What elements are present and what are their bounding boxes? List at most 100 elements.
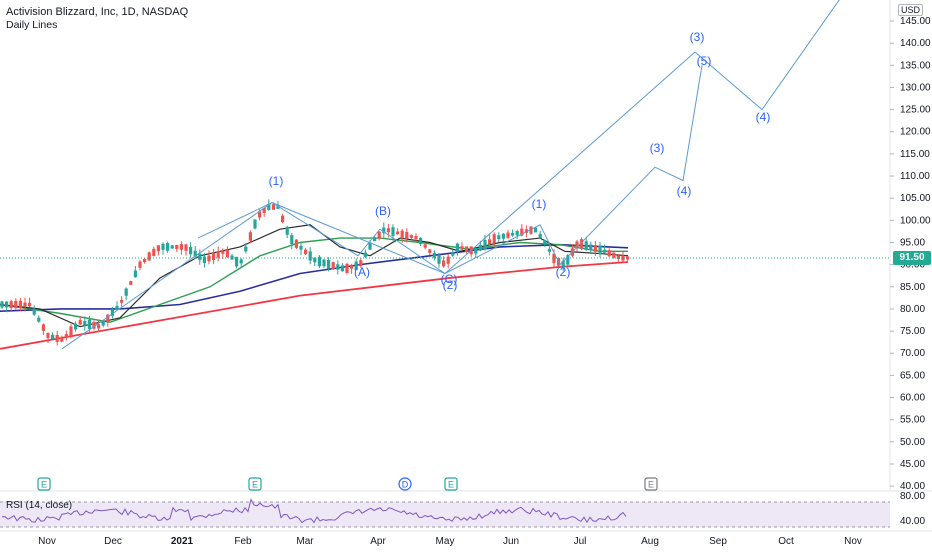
candle bbox=[497, 232, 501, 243]
time-axis-label: Nov bbox=[38, 536, 56, 547]
candle bbox=[400, 229, 404, 243]
candle bbox=[166, 241, 170, 253]
rsi-band bbox=[0, 502, 890, 527]
candle bbox=[156, 245, 160, 256]
time-axis-label: Oct bbox=[778, 536, 794, 547]
candle bbox=[460, 242, 464, 251]
candle bbox=[598, 241, 602, 258]
symbol-title: Activision Blizzard, Inc, 1D, NASDAQ bbox=[6, 6, 189, 18]
candle bbox=[55, 330, 59, 346]
time-axis-label: Jul bbox=[574, 536, 587, 547]
svg-text:E: E bbox=[648, 480, 654, 490]
candle bbox=[239, 258, 243, 268]
candle bbox=[543, 239, 547, 248]
currency-badge[interactable]: USD bbox=[898, 4, 924, 16]
time-axis-label: Apr bbox=[370, 536, 386, 547]
candle bbox=[488, 234, 492, 248]
candle bbox=[5, 301, 9, 313]
candle bbox=[432, 250, 436, 261]
candle bbox=[414, 233, 418, 242]
candle bbox=[83, 316, 87, 331]
candle bbox=[78, 316, 82, 326]
candle bbox=[225, 246, 229, 259]
price-tick-label: 135.00 bbox=[900, 60, 931, 71]
candle bbox=[396, 228, 400, 235]
candle bbox=[14, 298, 18, 310]
svg-text:E: E bbox=[41, 480, 47, 490]
time-axis-label: Nov bbox=[844, 536, 862, 547]
wave-label: (B) bbox=[375, 204, 391, 218]
price-tick-label: 85.00 bbox=[900, 282, 925, 293]
candle bbox=[138, 260, 142, 271]
elliott-wave-line[interactable] bbox=[61, 202, 359, 350]
candle bbox=[423, 243, 427, 250]
candle bbox=[74, 321, 78, 332]
candle bbox=[133, 266, 137, 278]
ma-100-line bbox=[0, 243, 629, 312]
price-tick-label: 40.00 bbox=[900, 481, 925, 492]
time-axis-label: May bbox=[436, 536, 455, 547]
candle bbox=[294, 239, 298, 250]
candle bbox=[621, 251, 625, 262]
price-tick-label: 90.00 bbox=[900, 260, 925, 271]
ma-20-line bbox=[0, 224, 629, 328]
candle bbox=[152, 246, 156, 257]
candle bbox=[336, 260, 340, 275]
candle bbox=[331, 261, 335, 270]
price-tick-label: 130.00 bbox=[900, 82, 931, 93]
wave-label: (4) bbox=[677, 184, 692, 198]
candle bbox=[506, 229, 510, 240]
candle bbox=[492, 232, 496, 248]
candle bbox=[451, 250, 455, 257]
candle bbox=[299, 242, 303, 255]
elliott-wave-line[interactable] bbox=[444, 65, 703, 274]
candle bbox=[161, 242, 165, 255]
elliott-wave-line[interactable] bbox=[197, 202, 273, 239]
candle bbox=[455, 242, 459, 256]
candle bbox=[198, 249, 202, 265]
candle bbox=[202, 253, 206, 268]
candle bbox=[465, 246, 469, 255]
elliott-wave-line[interactable] bbox=[271, 202, 446, 274]
candle bbox=[327, 257, 331, 272]
candle bbox=[345, 262, 349, 275]
price-tick-label: 60.00 bbox=[900, 393, 925, 404]
time-axis-label: Mar bbox=[296, 536, 314, 547]
wave-label: (A) bbox=[354, 265, 370, 279]
candle bbox=[538, 230, 542, 239]
time-axis-label: 2021 bbox=[171, 536, 194, 547]
event-marker[interactable]: D bbox=[398, 477, 412, 491]
candle bbox=[129, 280, 133, 286]
candle bbox=[580, 237, 584, 251]
current-price-tag: 91.50 bbox=[893, 251, 931, 265]
candle bbox=[37, 315, 41, 323]
event-marker[interactable]: E bbox=[248, 477, 262, 491]
ma-200-line bbox=[0, 261, 629, 350]
candle bbox=[110, 306, 114, 319]
price-tick-label: 120.00 bbox=[900, 127, 931, 138]
time-axis-label: Sep bbox=[709, 536, 727, 547]
svg-text:E: E bbox=[252, 480, 258, 490]
candle bbox=[575, 239, 579, 252]
price-tick-label: 115.00 bbox=[900, 149, 930, 160]
candle bbox=[373, 236, 377, 242]
price-tick-label: 70.00 bbox=[900, 348, 925, 359]
price-tick-label: 45.00 bbox=[900, 459, 925, 470]
wave-label: (5) bbox=[697, 54, 712, 68]
price-tick-label: 125.00 bbox=[900, 105, 931, 116]
event-marker[interactable]: E bbox=[644, 477, 658, 491]
candle bbox=[69, 324, 73, 339]
candle bbox=[285, 225, 289, 239]
price-tick-label: 95.00 bbox=[900, 237, 925, 248]
event-marker[interactable]: E bbox=[37, 477, 51, 491]
wave-label: (1) bbox=[532, 197, 547, 211]
event-marker[interactable]: E bbox=[444, 477, 458, 491]
candle bbox=[382, 222, 386, 238]
candle bbox=[207, 250, 211, 265]
candle bbox=[589, 241, 593, 255]
candle bbox=[175, 244, 179, 253]
elliott-wave-line[interactable] bbox=[357, 0, 840, 275]
candle bbox=[193, 246, 197, 259]
